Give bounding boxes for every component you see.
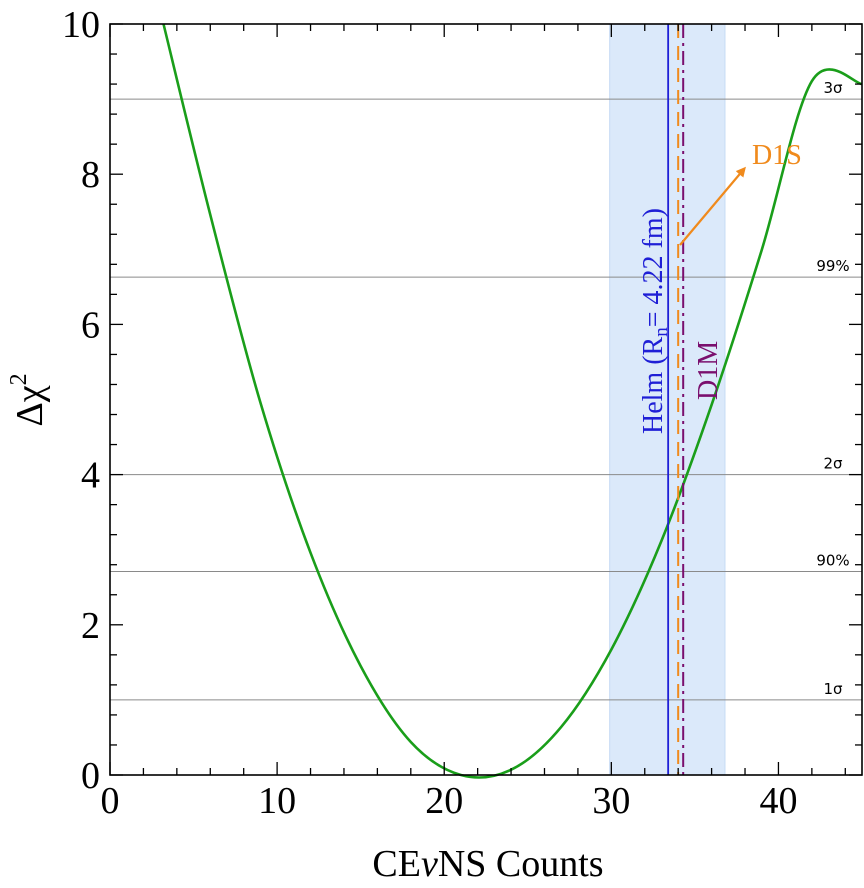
delta-chi2-curve bbox=[162, 23, 863, 779]
y-axis-title-main: Δχ bbox=[9, 385, 51, 426]
y-tick-label: 10 bbox=[62, 4, 100, 46]
y-tick-label: 6 bbox=[81, 304, 100, 346]
ref-line-label: 99% bbox=[816, 257, 849, 275]
reference-lines: 1σ 90% 2σ 99% 3σ bbox=[110, 79, 862, 701]
ref-line-label: 1σ bbox=[823, 680, 843, 698]
x-tick-label: 0 bbox=[101, 780, 120, 822]
y-axis-title: Δχ2 bbox=[6, 373, 51, 426]
helm-label-main: Helm (R bbox=[638, 336, 669, 434]
x-axis-title-start: CE bbox=[372, 843, 421, 885]
x-axis-title-nu: ν bbox=[421, 843, 438, 885]
ref-line-label: 3σ bbox=[823, 79, 843, 97]
y-tick-label: 8 bbox=[81, 154, 100, 196]
x-tick-label: 20 bbox=[425, 780, 463, 822]
helm-label: Helm (Rn= 4.22 fm) bbox=[638, 208, 672, 434]
x-axis-title-end: NS Counts bbox=[438, 843, 604, 885]
d1m-label: D1M bbox=[693, 341, 724, 400]
y-axis-title-exponent: 2 bbox=[6, 373, 32, 385]
ticks: 0 10 20 30 40 0 2 4 6 8 10 bbox=[62, 4, 862, 822]
x-tick-label: 30 bbox=[592, 780, 630, 822]
y-tick-label: 0 bbox=[81, 755, 100, 797]
d1s-label: D1S bbox=[752, 140, 802, 171]
x-axis-title: CEνNS Counts bbox=[372, 843, 603, 885]
helm-label-subscript: n bbox=[651, 327, 672, 337]
y-tick-label: 4 bbox=[81, 455, 100, 497]
helm-label-rest: = 4.22 fm) bbox=[638, 208, 669, 327]
x-tick-label: 40 bbox=[759, 780, 797, 822]
x-tick-label: 10 bbox=[258, 780, 296, 822]
plot-frame bbox=[109, 23, 863, 776]
y-tick-label: 2 bbox=[81, 605, 100, 647]
ref-line-label: 2σ bbox=[823, 455, 843, 473]
d1s-arrow bbox=[679, 166, 746, 246]
ref-line-label: 90% bbox=[816, 551, 849, 569]
